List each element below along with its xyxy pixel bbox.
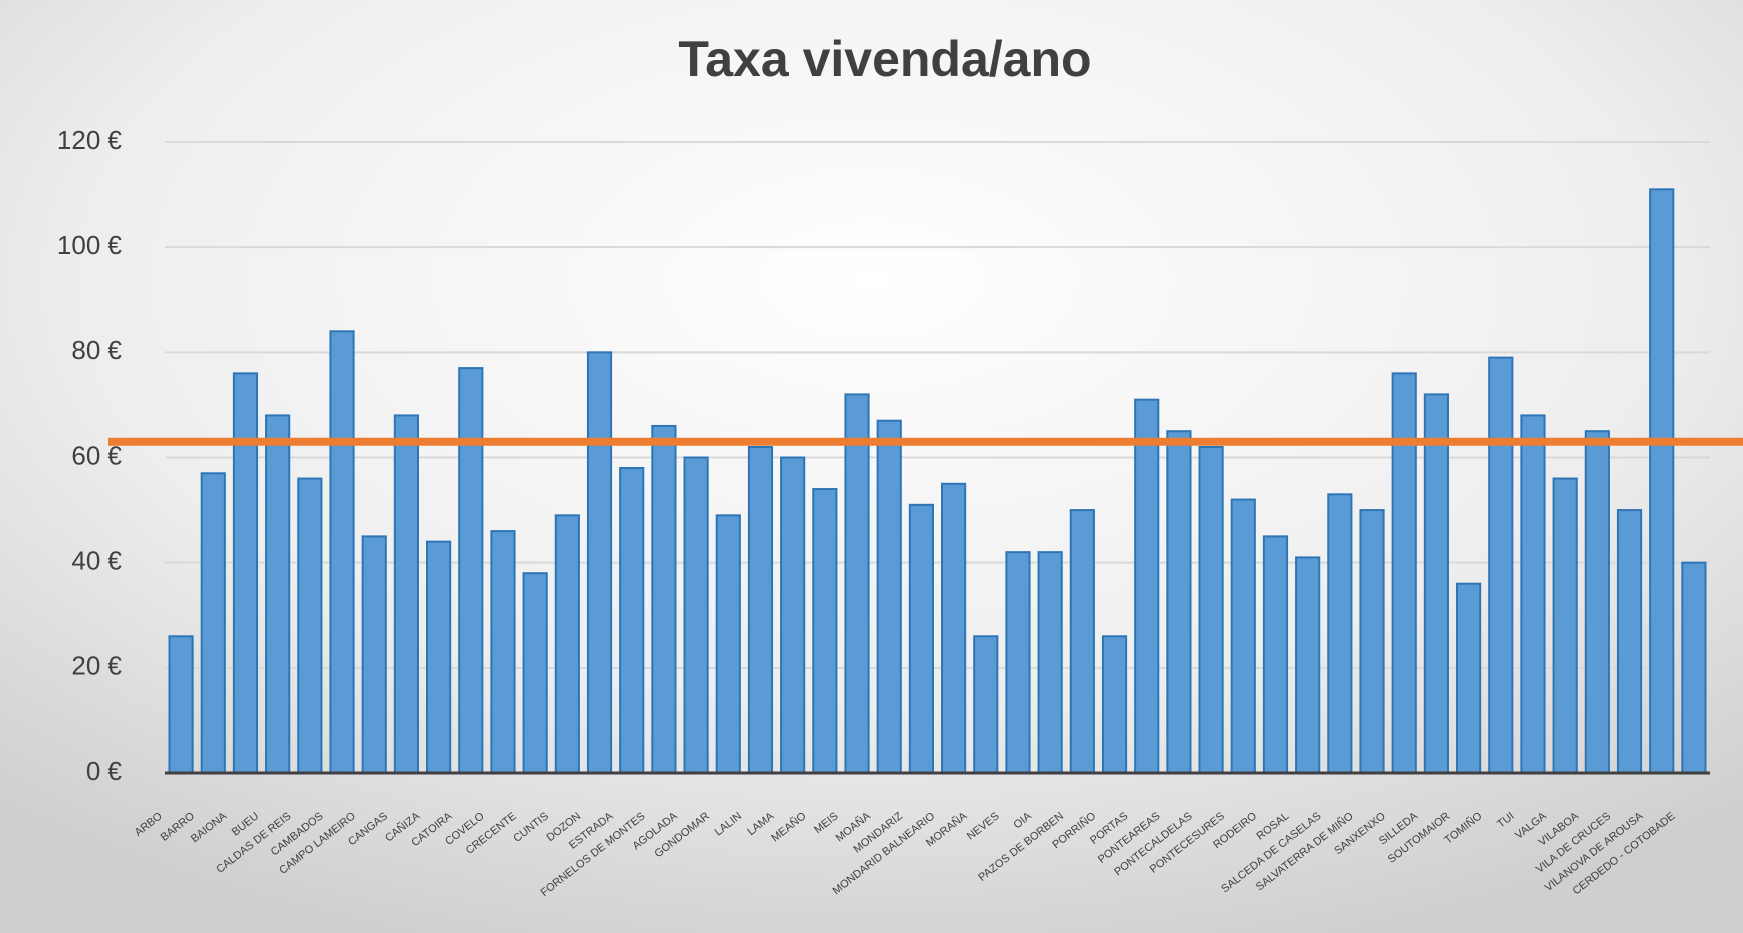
bar <box>1262 535 1289 774</box>
bar <box>1456 582 1482 775</box>
bar <box>1359 509 1385 774</box>
bar <box>1649 188 1675 774</box>
y-tick-label: 80 € <box>71 335 122 365</box>
bar <box>1327 493 1353 774</box>
y-tick-label: 100 € <box>57 230 123 260</box>
bar <box>683 456 709 774</box>
bar <box>876 419 902 774</box>
bar <box>200 472 226 774</box>
bar <box>232 372 259 774</box>
bar <box>1198 445 1224 774</box>
bar <box>1069 509 1095 774</box>
bar <box>458 367 484 774</box>
bar <box>265 414 291 774</box>
bar <box>1005 551 1031 775</box>
bar <box>1584 430 1610 774</box>
bar <box>1295 556 1321 774</box>
bar <box>168 635 194 774</box>
y-tick-label: 120 € <box>57 125 123 155</box>
bar <box>1037 551 1063 775</box>
bar <box>619 467 645 774</box>
bar <box>747 445 774 774</box>
bar <box>715 514 741 774</box>
bar <box>554 514 580 774</box>
bar <box>908 503 934 774</box>
bar <box>1616 509 1643 774</box>
bar <box>1230 498 1256 774</box>
y-tick-label: 20 € <box>71 651 122 681</box>
bar <box>297 477 323 774</box>
bar <box>1134 398 1160 774</box>
bar <box>426 540 452 775</box>
bar <box>844 393 870 774</box>
bar <box>1520 414 1546 774</box>
bar <box>651 424 677 774</box>
y-tick-label: 0 € <box>86 756 123 786</box>
bar <box>780 456 806 774</box>
bar <box>941 482 967 774</box>
bar <box>973 635 999 774</box>
bar <box>490 530 516 774</box>
bar <box>812 488 838 774</box>
bar <box>1166 430 1192 774</box>
bar <box>1101 635 1128 774</box>
bar <box>1552 477 1578 774</box>
bar <box>1423 393 1449 774</box>
bar <box>1391 372 1417 774</box>
bar <box>586 351 613 774</box>
bar <box>522 572 548 775</box>
bar <box>1681 561 1707 775</box>
bar <box>1488 356 1514 774</box>
bar <box>329 330 355 774</box>
chart-title: Taxa vivenda/ano <box>678 31 1091 87</box>
bar <box>393 414 419 774</box>
bar <box>361 535 387 774</box>
y-tick-label: 40 € <box>71 546 122 576</box>
